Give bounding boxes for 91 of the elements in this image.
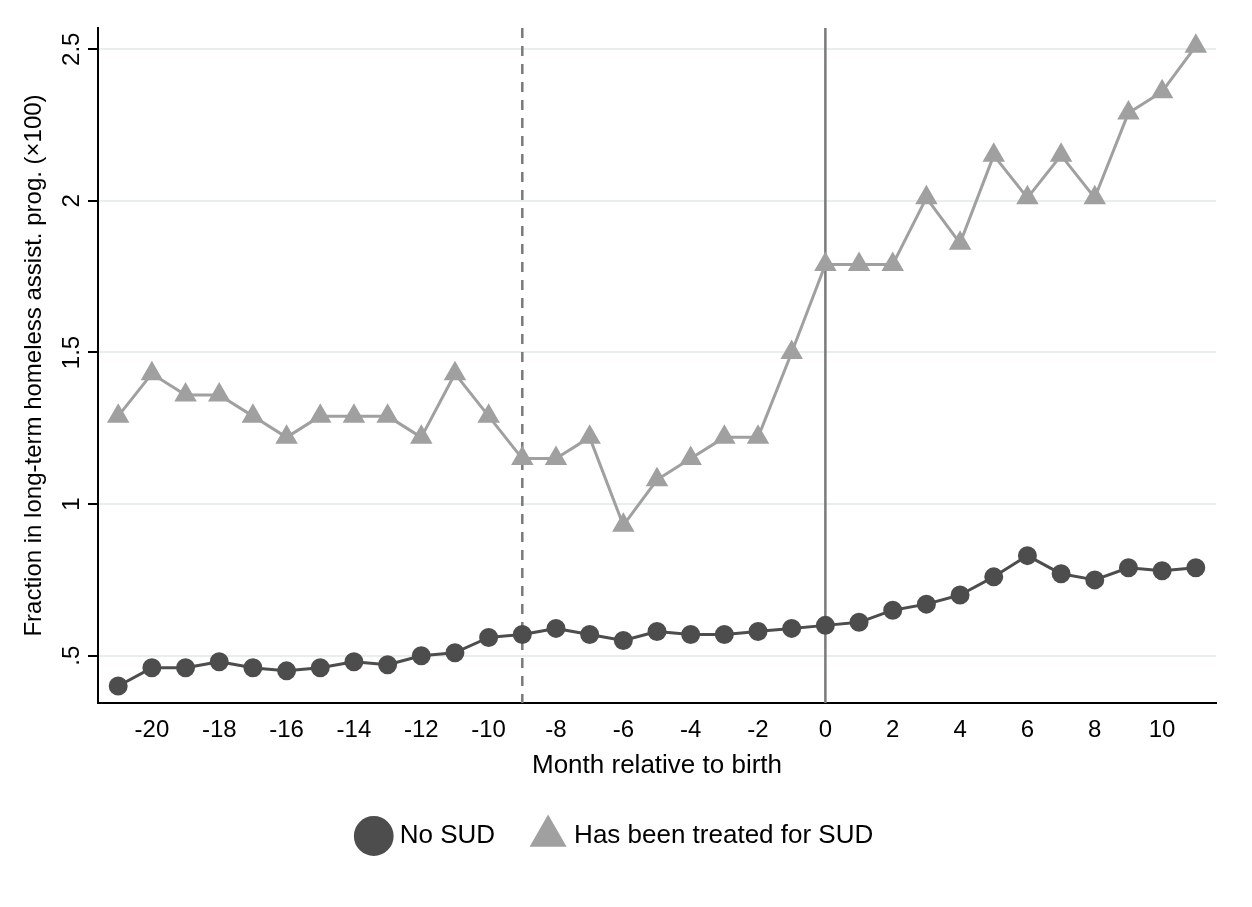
point [378,655,398,675]
point [580,624,600,644]
point [310,658,330,678]
point [1118,558,1138,578]
x-tick-label: -18 [201,715,237,743]
point [747,425,769,444]
point [377,404,398,423]
x-tick-label: -20 [134,715,170,743]
point [243,658,263,678]
x-tick-label: -14 [336,715,372,743]
point [512,624,532,644]
x-tick-label: -16 [269,715,304,743]
point [781,340,802,359]
point [141,362,163,381]
y-axis-title: Fraction in long-term homeless assist. prog. (×100) [19,94,47,637]
point [108,676,128,696]
point [815,253,836,272]
point [983,143,1004,162]
point [916,594,936,614]
point [984,567,1004,587]
point [546,618,566,638]
y-tick-label: .5 [56,645,84,666]
point [882,253,903,272]
x-tick-label: 10 [1148,715,1176,743]
point [277,661,297,681]
point [343,404,365,423]
point [714,624,734,644]
legend-label: No SUD [399,819,496,850]
point [142,658,162,678]
point [175,383,196,402]
x-tick-label: -10 [471,715,506,743]
point [1185,34,1206,53]
point [411,646,431,666]
x-tick-label: -2 [747,715,769,743]
y-tick-label: 2.5 [56,32,84,66]
point [916,186,937,205]
point [949,231,971,250]
point [344,652,364,672]
point [242,404,264,423]
point [276,425,297,444]
x-tick-label: 6 [1020,715,1035,743]
point [1051,564,1071,584]
point [1118,101,1139,120]
legend-label: Has been treated for SUD [574,819,874,850]
point [1186,558,1206,578]
point [310,404,331,423]
x-tick-label: 8 [1088,715,1102,743]
point [613,513,634,532]
point [1084,186,1105,205]
x-tick-label: -12 [403,715,439,743]
point [815,615,835,635]
point [445,643,465,663]
point [1151,80,1173,99]
point [646,468,668,487]
point [680,447,701,466]
point [1152,561,1172,581]
x-tick-label: -8 [545,715,567,743]
point [714,425,735,444]
x-tick-label: -6 [612,715,634,743]
point [613,631,633,651]
point [176,658,196,678]
point [411,425,432,444]
point [883,600,903,620]
y-tick-label: 1.5 [56,335,84,370]
y-tick-label: 2 [56,194,84,208]
point [950,585,970,605]
point [1017,546,1037,566]
point [1050,143,1072,162]
point [478,404,499,423]
point [681,624,701,644]
point [579,425,600,444]
x-tick-label: -4 [680,715,702,743]
x-tick-label: 0 [818,715,833,743]
x-axis-title: Month relative to birth [531,748,783,779]
point [748,621,768,641]
point [108,404,129,423]
point [647,621,667,641]
point [545,447,567,466]
x-tick-label: 2 [886,715,900,743]
point [848,253,870,272]
point [1017,186,1038,205]
point [209,652,229,672]
point [1085,570,1105,590]
point [512,447,533,466]
point [479,628,499,647]
point [849,612,869,632]
point [782,618,802,638]
y-tick-label: 1 [56,497,84,511]
point [444,362,466,381]
x-tick-label: 4 [953,715,967,743]
point [209,383,230,402]
